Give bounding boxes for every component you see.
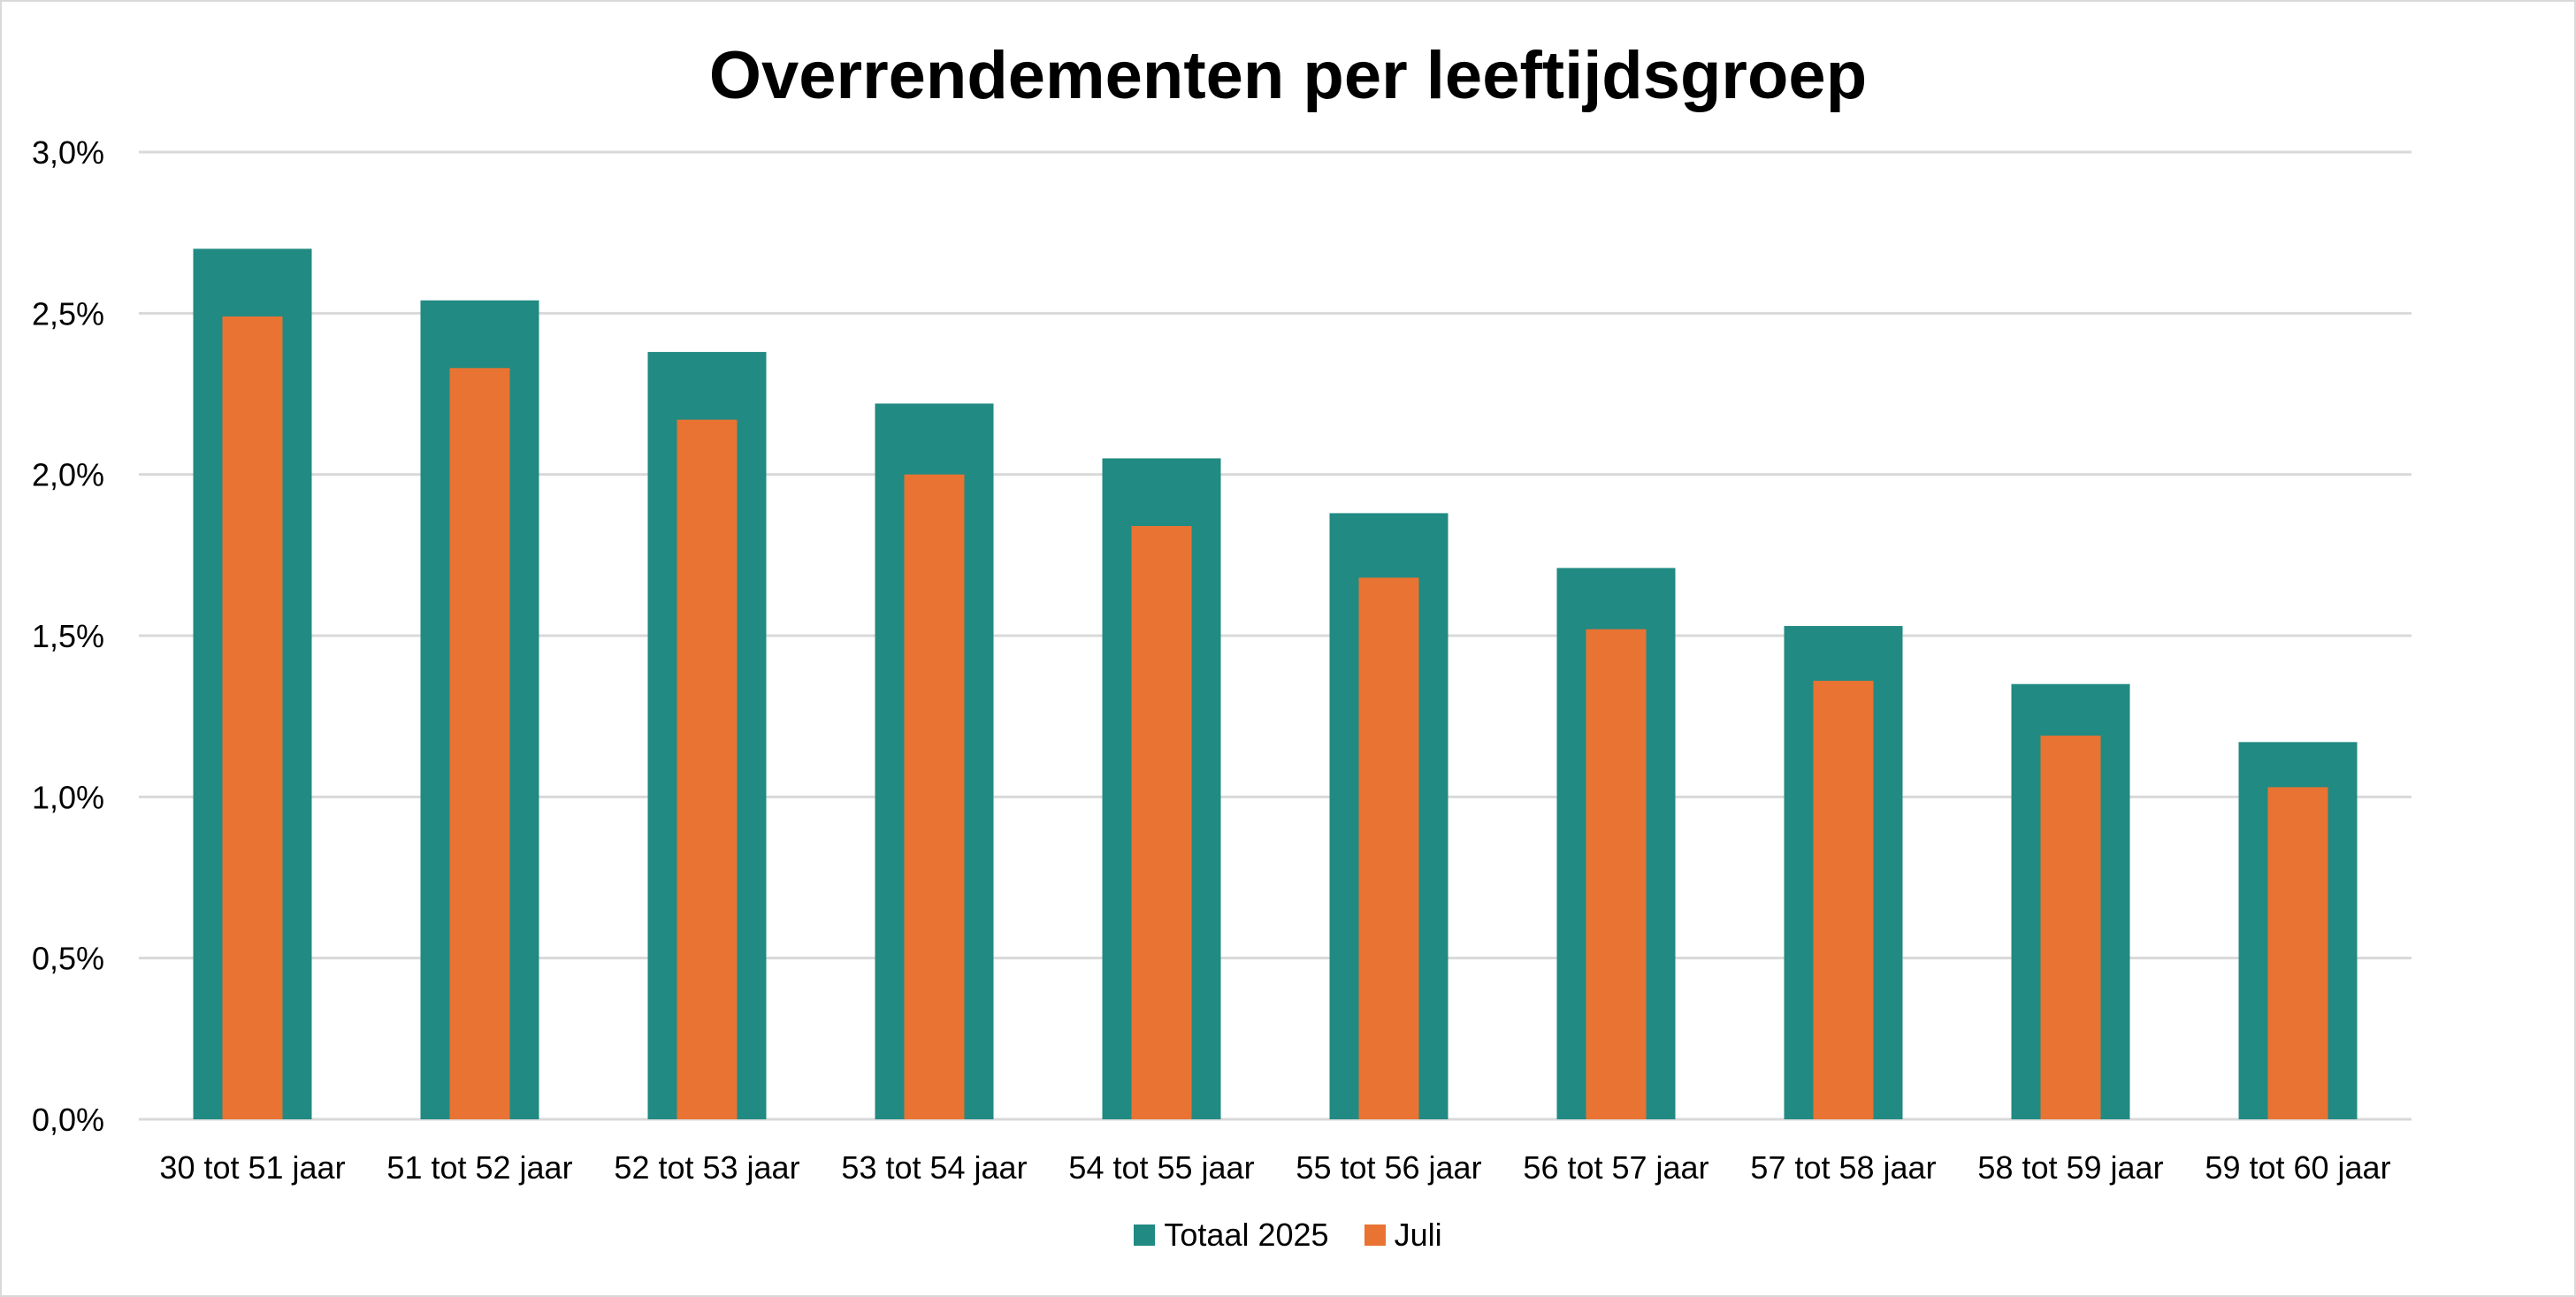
bar-juli (1586, 629, 1647, 1119)
bar-juli (904, 474, 965, 1119)
x-tick-label: 53 tot 54 jaar (841, 1149, 1027, 1186)
x-tick-label: 30 tot 51 jaar (159, 1149, 345, 1186)
legend-item-totaal-2025: Totaal 2025 (1134, 1217, 1329, 1254)
x-tick-label: 59 tot 60 jaar (2205, 1149, 2390, 1186)
legend-item-juli: Juli (1364, 1217, 1442, 1254)
legend-label-juli: Juli (1394, 1217, 1442, 1253)
x-tick-label: 55 tot 56 jaar (1296, 1149, 1481, 1186)
y-tick-label: 2,5% (32, 295, 104, 332)
x-tick-label: 52 tot 53 jaar (614, 1149, 799, 1186)
x-tick-label: 54 tot 55 jaar (1068, 1149, 1254, 1186)
x-tick-label: 58 tot 59 jaar (1977, 1149, 2163, 1186)
y-tick-label: 2,0% (32, 457, 104, 493)
legend-label-totaal-2025: Totaal 2025 (1164, 1217, 1329, 1253)
bar-juli (1131, 526, 1192, 1119)
y-tick-label: 1,0% (32, 779, 104, 815)
y-tick-label: 0,5% (32, 941, 104, 977)
x-tick-label: 57 tot 58 jaar (1750, 1149, 1936, 1186)
legend-swatch-juli (1364, 1225, 1386, 1246)
bar-juli (2040, 736, 2101, 1119)
y-tick-label: 1,5% (32, 618, 104, 654)
bar-juli (222, 316, 283, 1120)
bar-juli (676, 419, 738, 1119)
bar-juli (449, 368, 510, 1119)
bar-juli (1813, 681, 1874, 1119)
x-tick-label: 56 tot 57 jaar (1523, 1149, 1708, 1186)
legend-swatch-totaal-2025 (1134, 1225, 1156, 1246)
chart-legend: Totaal 2025 Juli (2, 1217, 2574, 1254)
x-tick-label: 51 tot 52 jaar (386, 1149, 572, 1186)
y-tick-label: 3,0% (32, 134, 104, 171)
chart-title: Overrendementen per leeftijdsgroep (708, 38, 1868, 113)
bar-juli (1358, 577, 1419, 1119)
bar-juli (2267, 787, 2328, 1119)
y-tick-label: 0,0% (32, 1102, 104, 1138)
